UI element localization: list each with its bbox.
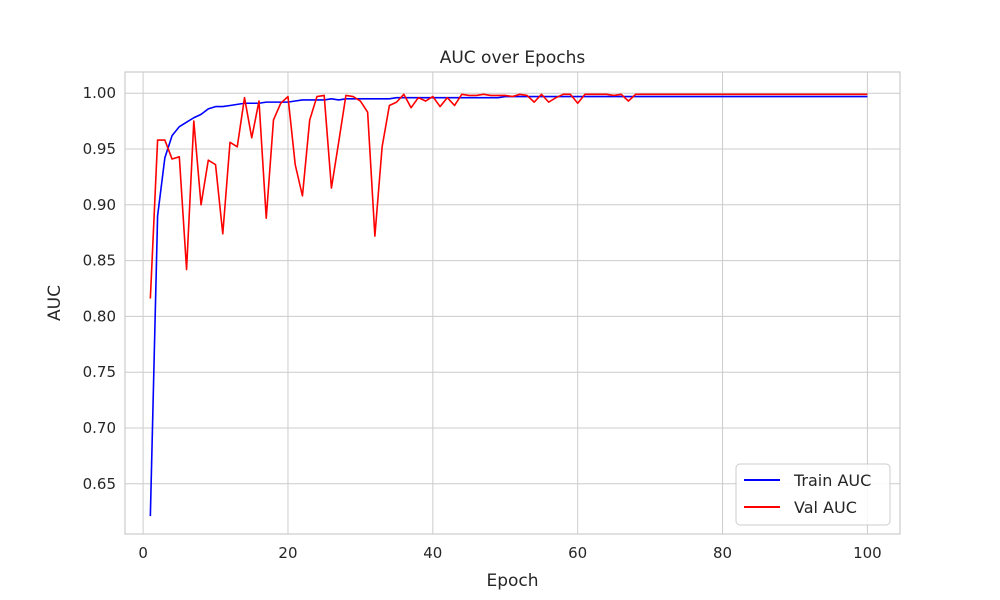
x-tick-label: 20 (278, 544, 297, 562)
x-tick-label: 100 (853, 544, 882, 562)
y-tick-label: 1.00 (83, 84, 116, 102)
y-tick-label: 0.75 (83, 363, 116, 381)
y-tick-label: 0.90 (83, 196, 116, 214)
x-tick-label: 40 (423, 544, 442, 562)
x-tick-label: 80 (713, 544, 732, 562)
legend-label-train-auc: Train AUC (793, 471, 871, 490)
legend-label-val-auc: Val AUC (794, 498, 857, 517)
y-tick-label: 0.85 (83, 252, 116, 270)
chart-title: AUC over Epochs (440, 48, 586, 68)
y-tick-label: 0.80 (83, 307, 116, 325)
plot-frame (124, 71, 901, 535)
x-tick-labels: 0 20 40 60 80 100 (138, 544, 881, 562)
series-lines (149, 93, 868, 517)
y-tick-label: 0.95 (83, 140, 116, 158)
x-tick-label: 0 (138, 544, 148, 562)
grid (125, 72, 900, 534)
y-axis-label: AUC (45, 285, 65, 321)
y-tick-label: 0.65 (83, 475, 116, 493)
val-auc-line (149, 93, 868, 299)
x-tick-label: 60 (568, 544, 587, 562)
y-tick-label: 0.70 (83, 419, 116, 437)
x-axis-label: Epoch (486, 571, 538, 591)
legend: Train AUC Val AUC (735, 463, 891, 526)
y-tick-labels: 0.65 0.70 0.75 0.80 0.85 0.90 0.95 1.00 (83, 84, 116, 493)
